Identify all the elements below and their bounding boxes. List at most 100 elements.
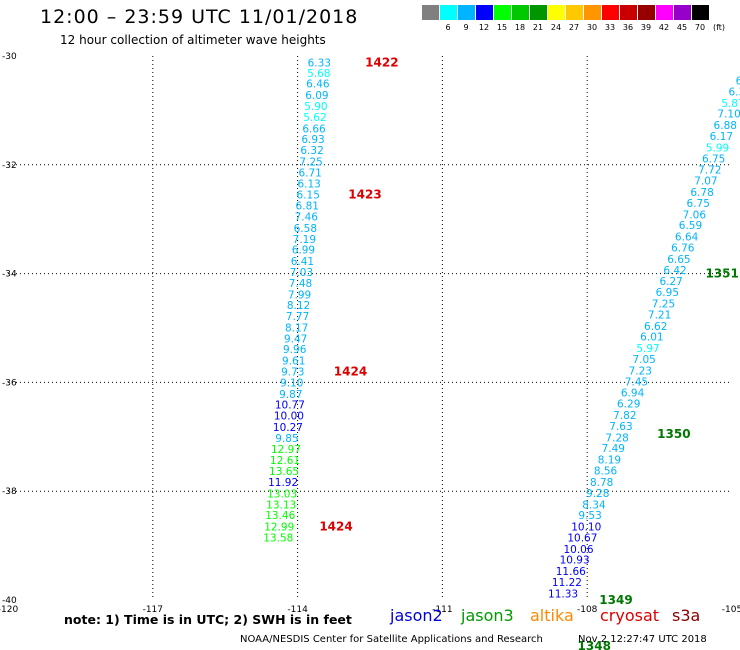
left-track: 6.335.686.466.095.905.626.666.936.327.25… bbox=[263, 58, 331, 545]
lat-tick-label: -34 bbox=[2, 270, 17, 280]
colorbar-unit: (ft) bbox=[712, 23, 726, 32]
wave-height-label: 13.58 bbox=[263, 532, 293, 544]
colorbar-swatch bbox=[656, 5, 673, 20]
wave-height-label: 7.46 bbox=[295, 211, 319, 223]
wave-height-label: 12.61 bbox=[270, 455, 300, 467]
wave-height-label: 9.61 bbox=[282, 356, 305, 368]
colorbar-label: 42 bbox=[658, 23, 670, 32]
wave-height-label: 9.10 bbox=[280, 377, 303, 389]
colorbar-label: 27 bbox=[568, 23, 580, 32]
pass-time-label: 1348 bbox=[578, 639, 611, 650]
wave-height-label: 9.87 bbox=[279, 389, 302, 401]
wave-height-label: 8.19 bbox=[598, 455, 621, 467]
wave-height-label: 10.06 bbox=[563, 544, 593, 556]
colorbar-swatch bbox=[440, 5, 457, 20]
wave-height-label: 8.34 bbox=[582, 499, 606, 511]
wave-height-label: 12.97 bbox=[271, 444, 301, 456]
wave-height-label: 6.99 bbox=[292, 245, 315, 257]
colorbar-swatch bbox=[530, 5, 547, 20]
colorbar-label: 30 bbox=[586, 23, 598, 32]
wave-height-label: 6.88 bbox=[714, 120, 737, 132]
wave-height-label: 7.07 bbox=[694, 176, 717, 188]
lon-tick-label: -117 bbox=[143, 605, 163, 615]
wave-height-label: 7.23 bbox=[629, 365, 652, 377]
wave-height-label: 6.65 bbox=[667, 254, 690, 266]
colorbar-label: 45 bbox=[676, 23, 688, 32]
lon-tick-label: -111 bbox=[432, 605, 452, 615]
colorbar-label: 39 bbox=[640, 23, 652, 32]
wave-height-label: 7.48 bbox=[289, 278, 312, 290]
axis-labels: -120 -117 -114 -111 -108 -105 -30 -32 -34 -36 -38 -… bbox=[0, 52, 740, 615]
wave-height-label: 7.05 bbox=[632, 354, 655, 366]
wave-height-label: 11.92 bbox=[268, 477, 298, 489]
satellite-legend-entry: jason2 bbox=[390, 606, 443, 625]
wave-height-label: 6.32 bbox=[300, 145, 323, 157]
satellite-legend-entry: altika bbox=[530, 606, 574, 625]
wave-height-label: 6.76 bbox=[671, 242, 695, 254]
colorbar-label: 6 bbox=[445, 23, 451, 32]
wave-height-label: 10.77 bbox=[275, 400, 305, 412]
wave-height-label: 10.27 bbox=[273, 422, 303, 434]
wave-height-label: 6.62 bbox=[644, 321, 667, 333]
credit-text: NOAA/NESDIS Center for Satellite Applica… bbox=[240, 634, 543, 645]
wave-height-label: 9.85 bbox=[275, 433, 298, 445]
wave-height-label: 7.77 bbox=[286, 311, 309, 323]
wave-height-label: 7.99 bbox=[288, 289, 311, 301]
wave-height-label: 9.47 bbox=[284, 333, 307, 345]
wave-height-label: 6.78 bbox=[690, 187, 713, 199]
colorbar-swatch bbox=[476, 5, 493, 20]
wave-height-label: 8.17 bbox=[285, 322, 308, 334]
wave-height-label: 11.66 bbox=[556, 566, 586, 578]
wave-height-label: 7.06 bbox=[683, 209, 707, 221]
wave-height-label: 6.17 bbox=[710, 131, 733, 143]
wave-height-label: 6.81 bbox=[296, 201, 319, 213]
colorbar-label: 70 bbox=[694, 23, 706, 32]
wave-height-label: 6.42 bbox=[663, 265, 686, 277]
wave-height-label: 6.66 bbox=[302, 123, 326, 135]
wave-height-label: 6.3 bbox=[728, 86, 740, 98]
pass-time-label: 1423 bbox=[348, 188, 381, 202]
lat-tick-label: -36 bbox=[2, 378, 17, 388]
wave-height-label: 7.10 bbox=[717, 109, 740, 121]
wave-height-label: 6.58 bbox=[294, 223, 317, 235]
pass-time-layer: 1422 1423 1424 1424 1351 1350 1349 1348 bbox=[319, 56, 739, 650]
wave-height-label: 7.21 bbox=[648, 309, 671, 321]
lon-tick-label: -114 bbox=[287, 605, 308, 615]
satellite-legend-entry: jason3 bbox=[461, 606, 514, 625]
lon-tick-label: -120 bbox=[0, 605, 18, 615]
wave-height-label: 5.99 bbox=[706, 142, 729, 154]
colorbar-label: 18 bbox=[514, 23, 526, 32]
wave-height-label: 6.33 bbox=[308, 58, 331, 70]
wave-height-label: 7.03 bbox=[290, 267, 313, 279]
wave-height-label: 5.62 bbox=[303, 112, 326, 124]
wave-height-label: 6.59 bbox=[679, 220, 702, 232]
wave-height-label: 6.75 bbox=[687, 198, 710, 210]
satellite-legend-entry: s3a bbox=[672, 606, 701, 625]
wave-height-label: 6.64 bbox=[675, 232, 699, 244]
lat-tick-label: -30 bbox=[2, 52, 17, 62]
track-layer: 6.335.686.466.095.905.626.666.936.327.25… bbox=[263, 58, 740, 601]
wave-height-label: 6. bbox=[736, 75, 740, 87]
pass-time-label: 1424 bbox=[334, 365, 367, 379]
colorbar-label: 36 bbox=[622, 23, 634, 32]
wave-height-label: 9.28 bbox=[586, 488, 609, 500]
wave-height-label: 7.72 bbox=[698, 165, 721, 177]
wave-height-label: 7.82 bbox=[613, 410, 636, 422]
wave-height-label: 9.73 bbox=[281, 367, 304, 379]
map-subtitle: 12 hour collection of altimeter wave hei… bbox=[60, 33, 326, 47]
wave-height-label: 6.93 bbox=[301, 134, 324, 146]
wave-height-label: 5.90 bbox=[304, 101, 327, 113]
colorbar-swatch bbox=[692, 5, 709, 20]
colorbar-swatch bbox=[512, 5, 529, 20]
colorbar-label: 15 bbox=[496, 23, 508, 32]
lon-tick-label: -108 bbox=[577, 605, 598, 615]
wave-height-label: 6.09 bbox=[305, 90, 328, 102]
map-title: 12:00 – 23:59 UTC 11/01/2018 bbox=[40, 6, 359, 28]
colorbar-swatch bbox=[566, 5, 583, 20]
right-track: 6.6.35.877.106.886.175.996.757.727.076.7… bbox=[548, 75, 740, 600]
wave-height-label: 10.00 bbox=[274, 411, 304, 423]
wave-height-label: 5.97 bbox=[636, 343, 659, 355]
colorbar-swatch bbox=[584, 5, 601, 20]
generated-timestamp: Nov 2 12:27:47 UTC 2018 bbox=[578, 634, 707, 645]
